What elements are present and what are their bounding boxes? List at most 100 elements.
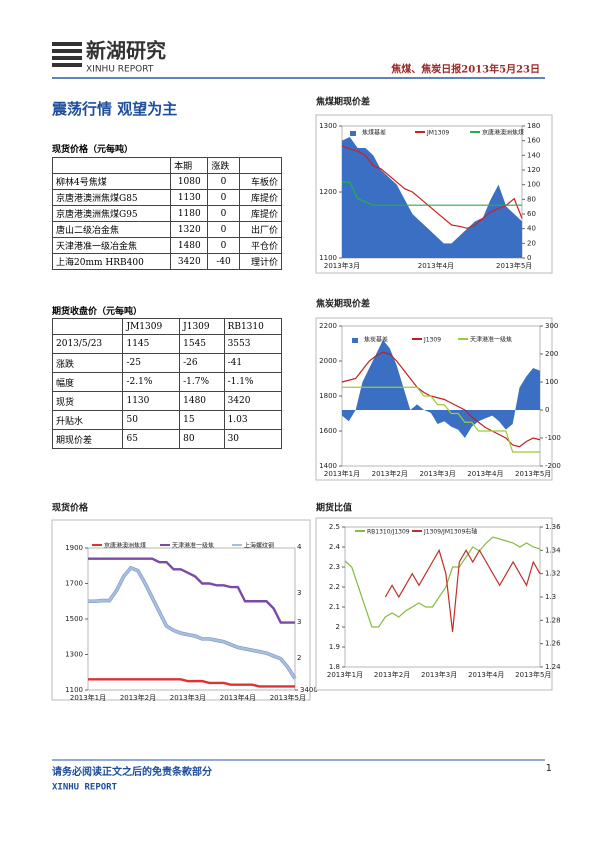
cell: 1545 [179,334,225,354]
x-tick-label: 2013年4月 [468,670,504,679]
y2-tick-label: 1.26 [545,640,561,648]
line [88,557,295,624]
axis-fragment: 3 [297,589,301,597]
cell: 现货 [51,391,124,411]
cell: 理计价 [238,253,283,270]
y-tick-label: 2.1 [329,603,340,611]
x-tick-label: 2013年1月 [324,469,360,478]
x-tick-label: 2013年4月 [220,693,256,702]
headline: 震荡行情 观望为主 [52,100,177,118]
cell [51,157,172,174]
y2-tick-label: 1.3 [545,593,556,601]
line [342,181,522,206]
cell: -1.7% [179,372,225,392]
y2-tick-label: 300 [545,322,558,330]
cell: 30 [223,429,283,449]
cell: 3553 [223,334,283,354]
cell: 涨跌 [51,353,124,373]
y-tick-label: 1300 [319,122,337,130]
axis-fragment: 2 [297,654,301,662]
y-tick-label: 1100 [65,686,83,694]
chart-title: 焦炭期现价差 [315,298,370,310]
legend-swatch [415,131,425,133]
line [342,386,540,453]
line [88,566,297,680]
legend-label: 焦煤基差 [362,129,386,137]
y2-tick-label: 0 [545,406,549,414]
legend-label: J1309 [423,337,441,344]
cell [238,157,283,174]
line [88,678,295,688]
chart: 焦煤期现价差 1100 1200 1300 0 20 40 60 80 100 120 140 160 1… [315,96,553,274]
cell: 0 [207,173,240,190]
y-tick-label: 2200 [319,322,337,330]
chart: 现货价格 1100 1300 1500 1700 1900 3400 4 3 3 2 2013年1月 2… [51,502,318,702]
legend-label: 天津港准一级焦 [470,336,512,344]
row: 天津港准一级冶金焦 1480 0 平仓价 [51,237,283,254]
legend-swatch [412,338,422,340]
y2-tick-label: 1.28 [545,616,561,624]
cell: -25 [122,353,181,373]
header-cell: 涨跌 [207,157,240,174]
cell: 期现价差 [51,429,124,449]
y2-tick-label: 60 [527,210,536,218]
header-cell: RB1310 [223,318,283,335]
y-tick-label: 1500 [65,615,83,623]
logo-icon [52,42,82,67]
row: 幅度 -2.1% -1.7% -1.1% [51,372,283,392]
cell: 升贴水 [51,410,124,430]
y-tick-label: 1300 [65,651,83,659]
page-number: 1 [546,763,552,774]
x-tick-label: 2013年1月 [327,670,363,679]
cell: 柳林4号焦煤 [51,173,172,190]
chart: 期货比值 1.8 1.9 2 2.1 2.2 2.3 2.4 2.5 1.24 1.26 1.28 1.… [315,502,561,691]
cell: 2013/5/23 [51,334,124,354]
cell: 幅度 [51,372,124,392]
line [344,536,541,628]
legend-label: 京唐港澳洲焦煤 [482,129,524,137]
y2-tick-label: 200 [545,350,558,358]
y2-tick-label: 160 [527,137,540,145]
cell: 车板价 [238,173,283,190]
x-tick-label: 2013年4月 [467,469,503,478]
y2-tick-label: 100 [527,181,540,189]
y2-tick-label: 3400 [300,686,318,694]
legend-swatch [352,338,358,343]
cell: 50 [122,410,181,430]
cell: 1130 [170,189,209,206]
row: 唐山二级冶金焦 1320 0 出厂价 [51,221,283,238]
y-tick-label: 2.3 [329,563,340,571]
y-tick-label: 2.2 [329,583,340,591]
line [341,145,523,229]
cell: 1080 [170,173,209,190]
cell: 库提价 [238,205,283,222]
chart-frame [315,317,553,481]
row: 升贴水 50 15 1.03 [51,410,283,430]
cell: 0 [207,205,240,222]
y-tick-label: 2.4 [329,543,341,551]
axis-fragment: 3 [297,618,301,626]
y-tick-label: 2000 [319,357,337,365]
cell: 0 [207,237,240,254]
row: 京唐港澳洲焦煤G95 1180 0 库提价 [51,205,283,222]
x-tick-label: 2013年1月 [70,693,106,702]
cell: 1145 [122,334,181,354]
row: 期现价差 65 80 30 [51,429,283,449]
cell: 唐山二级冶金焦 [51,221,172,238]
cell: 库提价 [238,189,283,206]
y-tick-label: 1900 [65,544,83,552]
cell: 1.03 [223,410,283,430]
chart-frame [51,519,311,701]
cell: 1480 [170,237,209,254]
line [341,351,541,448]
area [342,137,522,258]
row: 上海20mm HRB400 3420 -40 理计价 [51,253,283,270]
legend-swatch [92,544,102,546]
x-tick-label: 2013年3月 [324,261,360,270]
cell [51,318,124,335]
header-row: JM1309 J1309 RB1310 [51,318,283,335]
y2-tick-label: 120 [527,166,540,174]
cell: -2.1% [122,372,181,392]
legend-label: 焦炭基差 [364,336,388,344]
